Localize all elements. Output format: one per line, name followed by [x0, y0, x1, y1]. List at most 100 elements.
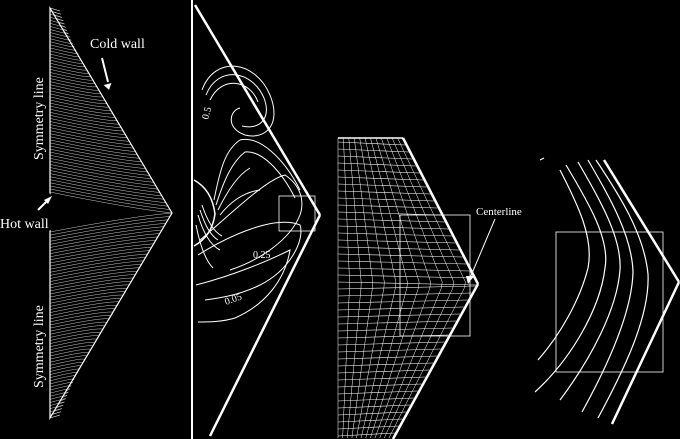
mesh-line: [49, 291, 126, 304]
mesh-line: [49, 139, 138, 156]
mesh-line: [49, 345, 93, 354]
cold-wall-label: Cold wall: [90, 37, 145, 52]
mesh-line: [49, 38, 73, 44]
panel-mesh-zoom: Centerline: [337, 137, 522, 439]
mesh-line: [49, 145, 142, 162]
zoom-mesh-line: [374, 137, 431, 439]
mesh-line: [49, 338, 97, 347]
symmetry-line-bottom-label: Symmetry line: [32, 305, 47, 388]
mesh-line: [49, 267, 140, 282]
mesh-line: [49, 182, 166, 203]
mesh-line: [49, 87, 103, 98]
mesh-line: [49, 112, 120, 125]
contour-label-0: 0.5: [200, 106, 214, 121]
mesh-line: [49, 253, 148, 270]
symmetry-line-top-label: Symmetry line: [32, 77, 47, 160]
mesh-line: [49, 212, 173, 233]
mesh-line: [49, 318, 110, 329]
mesh-line: [49, 288, 128, 301]
mesh-line: [49, 325, 105, 335]
mesh-line: [49, 229, 162, 248]
contour-cold-wall-bottom: [208, 214, 322, 437]
panel-contour-zoom: [534, 157, 680, 425]
mesh-line: [49, 342, 95, 350]
mesh-line: [49, 401, 65, 406]
zoom-mesh-line: [365, 137, 408, 439]
mesh-line: [49, 321, 107, 332]
zoom-contour-wall-bottom: [610, 281, 680, 425]
mesh-line: [49, 270, 138, 285]
mesh-line: [49, 161, 152, 179]
mesh-line: [49, 408, 63, 412]
mesh-line: [49, 191, 173, 214]
zoom-mesh-line: [370, 137, 420, 439]
mesh-line: [49, 109, 118, 122]
zoom-contour-lines: [534, 157, 649, 419]
mesh-line: [49, 240, 156, 257]
mesh-line: [49, 250, 150, 267]
mesh-line: [49, 167, 156, 186]
mesh-line: [49, 398, 66, 403]
mesh-line: [49, 298, 122, 310]
hot-wall-label: Hot wall: [0, 217, 49, 232]
mesh-line: [49, 284, 130, 298]
panel-contours: 0.5 0.25 0.05: [191, 0, 322, 439]
centerline-arrowhead: [466, 276, 474, 284]
mesh-line: [49, 121, 126, 135]
contour-cold-wall-top: [193, 4, 322, 216]
mesh-line: [49, 294, 124, 307]
mesh-line: [49, 151, 146, 169]
mesh-line: [49, 185, 168, 207]
mesh-line: [49, 188, 171, 210]
contour-zoom-detail-box: [555, 231, 664, 373]
mesh-line: [49, 17, 64, 21]
mesh-line: [49, 102, 114, 115]
zoom-mesh-line: [347, 137, 362, 439]
contour-zoom-box: [278, 195, 316, 232]
mesh-line: [49, 236, 158, 254]
mesh-line: [49, 328, 103, 338]
mesh-line: [49, 115, 122, 128]
cold-wall-arrowhead: [103, 83, 112, 90]
mesh-line: [49, 301, 120, 313]
zoom-mesh-line: [384, 137, 455, 439]
centerline-label: Centerline: [476, 206, 522, 218]
mesh-line: [49, 243, 154, 261]
mesh-line: [49, 308, 116, 319]
mesh-line: [49, 274, 136, 288]
mesh-line: [49, 136, 136, 152]
mesh-line: [49, 226, 164, 245]
mesh-line: [49, 127, 130, 142]
mesh-line: [49, 164, 154, 183]
zoom-contour-wall-top: [602, 159, 680, 283]
hot-wall-arrowhead: [44, 196, 52, 204]
zoom-mesh-line: [342, 137, 350, 439]
mesh-line: [49, 173, 160, 193]
zoom-mesh-line: [360, 137, 397, 439]
cold-wall-arrow: [101, 57, 109, 83]
mesh-line: [49, 99, 112, 111]
mesh-line: [49, 233, 160, 251]
mesh-line: [49, 142, 140, 159]
mesh-line: [49, 29, 69, 35]
mesh-line: [49, 96, 110, 108]
mesh-line: [49, 247, 152, 264]
mesh-zoom-box: [399, 214, 471, 337]
mesh-line: [49, 90, 105, 101]
mesh-line: [49, 10, 62, 15]
mesh-line: [49, 81, 99, 91]
mesh-line: [49, 105, 116, 118]
mesh-line: [49, 216, 171, 236]
mesh-line: [49, 124, 128, 138]
mesh-line: [49, 148, 144, 166]
mesh-line: [49, 223, 166, 242]
mesh-line: [49, 32, 70, 38]
mesh-line: [49, 13, 63, 18]
zoom-mesh-wall-top: [401, 137, 480, 285]
mesh-line: [49, 118, 124, 132]
mesh-line: [49, 176, 162, 197]
mesh-line: [49, 411, 62, 416]
mesh-line: [49, 381, 73, 388]
panel-mesh: Cold wall Symmetry line Hot wall Symmetr…: [0, 5, 173, 421]
